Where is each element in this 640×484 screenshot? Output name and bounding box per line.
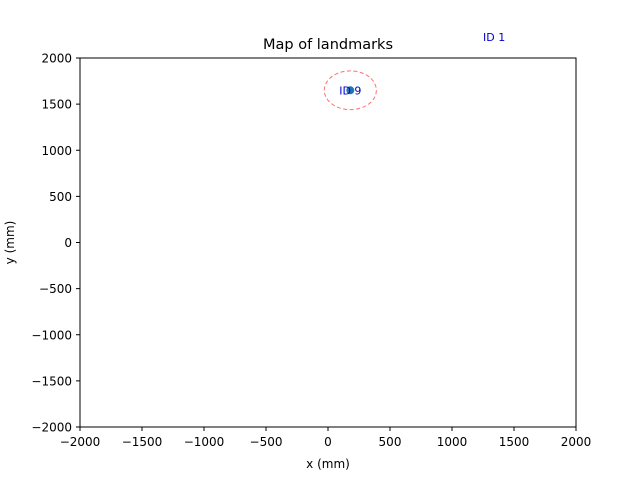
y-tick-label: 1000 xyxy=(41,144,72,158)
outside-labels-layer: ID 1 xyxy=(483,31,505,44)
x-axis-label: x (mm) xyxy=(306,457,350,471)
x-axis: −2000 −1500 −1000 −500 0 500 1000 1500 2000 xyxy=(60,427,592,449)
landmark-point xyxy=(346,86,355,95)
y-tick-label: 500 xyxy=(49,190,72,204)
y-tick-label: −1000 xyxy=(31,328,72,342)
x-tick-label: 2000 xyxy=(561,435,592,449)
y-axis-label: y (mm) xyxy=(3,221,17,265)
x-tick-label: 0 xyxy=(324,435,332,449)
x-tick-label: 1000 xyxy=(437,435,468,449)
y-tick-label: 1500 xyxy=(41,98,72,112)
x-tick-label: −500 xyxy=(250,435,283,449)
x-tick-label: −1500 xyxy=(122,435,163,449)
y-tick-label: 2000 xyxy=(41,52,72,66)
landmarks-layer: ID 9 xyxy=(323,70,377,111)
y-axis: −2000 −1500 −1000 −500 0 500 1000 1500 2000 xyxy=(31,52,80,435)
y-tick-label: −1500 xyxy=(31,374,72,388)
chart-title: Map of landmarks xyxy=(263,37,393,53)
x-tick-label: −1000 xyxy=(184,435,225,449)
y-tick-label: 0 xyxy=(64,236,72,250)
x-tick-label: −2000 xyxy=(60,435,101,449)
plot-frame xyxy=(79,57,577,428)
landmark-label: ID 9 xyxy=(339,84,361,97)
y-tick-label: −2000 xyxy=(31,421,72,435)
x-tick-label: 1500 xyxy=(499,435,530,449)
landmark-uncertainty-ellipse xyxy=(323,70,377,111)
y-tick-label: −500 xyxy=(39,282,72,296)
x-tick-label: 500 xyxy=(379,435,402,449)
landmark-label: ID 1 xyxy=(483,31,505,44)
